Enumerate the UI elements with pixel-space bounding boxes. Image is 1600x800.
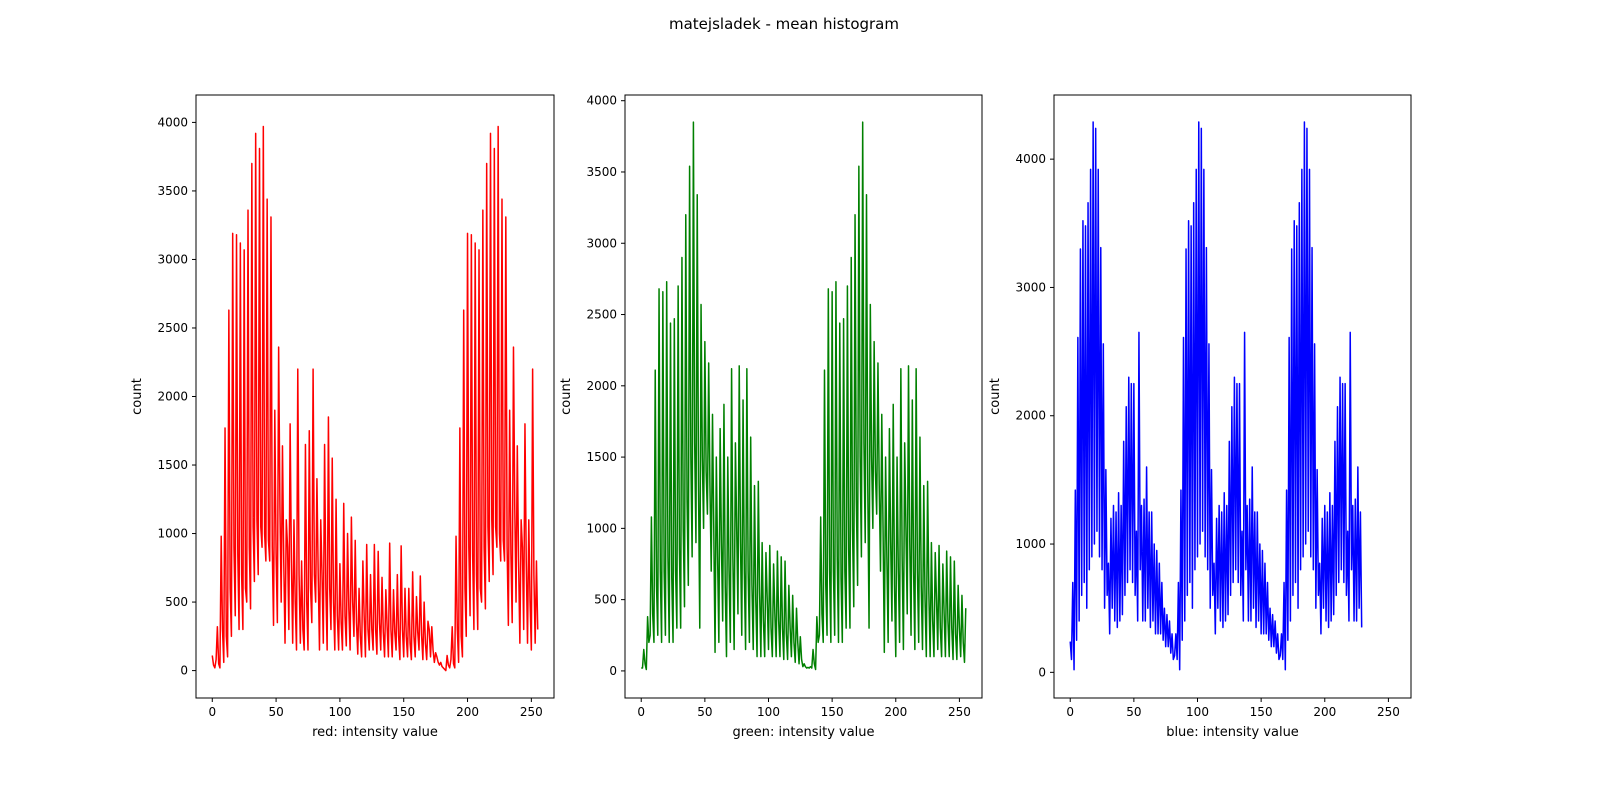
green-y-tick-label: 1000 (586, 521, 617, 535)
green-y-tick-label: 0 (609, 664, 617, 678)
red-y-tick-label: 3500 (157, 184, 188, 198)
red-y-tick-label: 3000 (157, 252, 188, 266)
green-y-tick-label: 3500 (586, 165, 617, 179)
red-y-tick-label: 1500 (157, 458, 188, 472)
blue-y-tick-label: 0 (1038, 665, 1046, 679)
green-series-line (641, 121, 967, 671)
green-x-tick-label: 150 (821, 705, 844, 719)
blue-x-tick-label: 0 (1066, 705, 1074, 719)
blue-x-tick-label: 150 (1250, 705, 1273, 719)
blue-histogram-axes: 0 50 100 150 200 250 0 1000 2000 3000 4000 blue: in… (988, 94, 1412, 740)
red-series-line (211, 125, 539, 672)
blue-series-line (1069, 121, 1363, 671)
green-y-tick-label: 3000 (586, 236, 617, 250)
blue-y-tick-label: 2000 (1015, 409, 1046, 423)
blue-axes-frame (1053, 94, 1412, 699)
red-x-tick-label: 0 (208, 705, 216, 719)
blue-x-tick-label: 200 (1313, 705, 1336, 719)
green-histogram-axes: 0 50 100 150 200 2500500100015002000250030003… (559, 94, 983, 740)
figure-title: matejsladek - mean histogram (669, 15, 899, 33)
red-y-tick-label: 0 (180, 664, 188, 678)
green-y-tick-label: 2500 (586, 308, 617, 322)
green-y-tick-label: 4000 (586, 94, 617, 108)
blue-y-tick-label: 3000 (1015, 280, 1046, 294)
green-x-axis-label: green: intensity value (732, 725, 874, 740)
green-y-tick-label: 1500 (586, 450, 617, 464)
red-x-tick-label: 200 (456, 705, 479, 719)
red-y-tick-label: 1000 (157, 527, 188, 541)
green-x-tick-label: 250 (948, 705, 971, 719)
green-y-tick-label: 2000 (586, 379, 617, 393)
green-x-tick-label: 100 (757, 705, 780, 719)
red-x-axis-label: red: intensity value (312, 725, 438, 740)
red-histogram-axes: 0 50 100 150 200 2500500100015002000250030003… (130, 94, 555, 740)
blue-y-tick-label: 4000 (1015, 152, 1046, 166)
red-y-axis-label: count (130, 378, 145, 415)
red-y-tick-label: 2000 (157, 390, 188, 404)
green-axes-frame (624, 94, 983, 699)
blue-x-tick-label: 100 (1186, 705, 1209, 719)
red-x-tick-label: 150 (392, 705, 415, 719)
blue-x-tick-label: 250 (1377, 705, 1400, 719)
red-y-tick-label: 4000 (157, 115, 188, 129)
blue-y-tick-label: 1000 (1015, 537, 1046, 551)
red-x-tick-label: 250 (520, 705, 543, 719)
red-x-tick-label: 50 (268, 705, 283, 719)
red-x-tick-label: 100 (328, 705, 351, 719)
blue-x-tick-label: 50 (1126, 705, 1141, 719)
green-x-tick-label: 200 (884, 705, 907, 719)
green-x-tick-label: 0 (637, 705, 645, 719)
green-x-tick-label: 50 (697, 705, 712, 719)
green-y-tick-label: 500 (594, 593, 617, 607)
blue-y-axis-label: count (988, 378, 1003, 415)
green-y-axis-label: count (559, 378, 574, 415)
red-y-tick-label: 2500 (157, 321, 188, 335)
red-y-tick-label: 500 (165, 595, 188, 609)
blue-x-axis-label: blue: intensity value (1166, 725, 1299, 740)
